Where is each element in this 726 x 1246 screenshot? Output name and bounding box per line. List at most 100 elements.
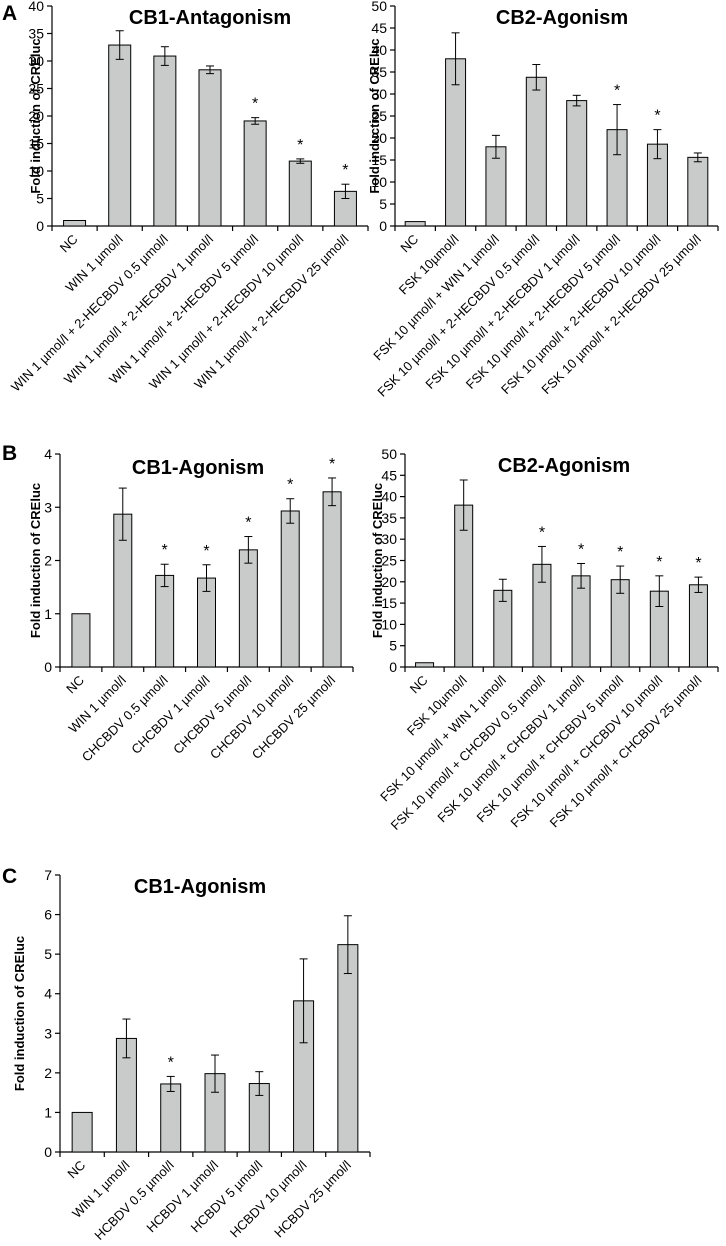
category-label: NC: [57, 232, 81, 256]
charts-layer: CB1-Antagonism Fold induction of CREluc 0 5…: [8, 0, 719, 1243]
chart-2: CB2-Agonism Fold induction of CREluc 0 5 10 1…: [367, 0, 719, 400]
chart-1: CB1-Antagonism Fold induction of CREluc 0 5…: [8, 0, 369, 394]
chart-title: CB1-Agonism: [132, 457, 264, 479]
significance-marker: *: [252, 96, 258, 113]
category-label: NC: [64, 1158, 88, 1182]
y-tick-label: 6: [44, 907, 52, 923]
significance-marker: *: [329, 456, 335, 473]
y-tick-label: 10: [28, 163, 44, 179]
y-axis-label: Fold induction of CREluc: [28, 38, 43, 193]
category-label: HCBDV 0.5 µmol/l: [91, 1157, 176, 1242]
bar: [243, 120, 267, 227]
bar: [337, 944, 359, 1153]
category-label: NC: [397, 232, 421, 256]
y-tick-label: 15: [28, 136, 44, 152]
y-tick-label: 7: [44, 867, 52, 883]
y-tick-label: 4: [44, 446, 52, 462]
y-tick-label: 30: [371, 86, 387, 102]
y-axis-label: Fold induction of CREluc: [370, 483, 385, 638]
bar: [404, 221, 426, 227]
y-tick-label: 3: [44, 1025, 52, 1041]
y-tick-label: 3: [44, 499, 52, 515]
chart-3: CB1-Agonism Fold induction of CREluc 0 1 2 3 4…: [28, 446, 354, 765]
y-tick-label: 0: [379, 218, 387, 234]
y-tick-label: 10: [371, 174, 387, 190]
significance-marker: *: [539, 524, 545, 541]
category-label: NC: [63, 673, 87, 697]
y-tick-label: 4: [44, 986, 52, 1002]
y-axis-label: Fold induction of CREluc: [12, 936, 27, 1091]
chart-title: CB2-Agonism: [496, 7, 628, 29]
y-tick-label: 20: [381, 574, 397, 590]
bar: [688, 584, 708, 668]
panel-letter-c: C: [2, 865, 17, 888]
y-tick-label: 5: [44, 946, 52, 962]
category-label: HCBDV 25 µmol/l: [271, 1157, 354, 1240]
significance-marker: *: [654, 108, 660, 125]
y-tick-label: 25: [381, 553, 397, 569]
y-tick-label: 45: [371, 20, 387, 36]
y-tick-label: 35: [381, 510, 397, 526]
bar: [687, 156, 709, 227]
y-tick-label: 30: [28, 53, 44, 69]
y-tick-label: 1: [44, 1104, 52, 1120]
y-tick-label: 50: [371, 0, 387, 14]
category-label: NC: [407, 673, 431, 697]
y-tick-label: 5: [379, 196, 387, 212]
significance-marker: *: [287, 477, 293, 494]
y-axis-label: Fold induction of CREluc: [28, 483, 43, 638]
significance-marker: *: [203, 543, 209, 560]
y-tick-label: 15: [371, 152, 387, 168]
category-label: CHCBDV 5 µmol/l: [170, 672, 254, 756]
bar: [238, 549, 258, 668]
significance-marker: *: [656, 554, 662, 571]
y-tick-label: 2: [44, 553, 52, 569]
significance-marker: *: [168, 1054, 174, 1071]
y-tick-label: 1: [44, 606, 52, 622]
chart-title: CB1-Agonism: [134, 876, 266, 898]
y-tick-label: 0: [389, 659, 397, 675]
panel-letter-a: A: [2, 2, 17, 25]
y-tick-label: 35: [371, 64, 387, 80]
y-tick-label: 20: [371, 130, 387, 146]
bar: [571, 575, 591, 668]
bar: [322, 491, 342, 668]
significance-marker: *: [617, 544, 623, 561]
y-tick-label: 15: [381, 595, 397, 611]
bar: [198, 69, 222, 227]
chart-title: CB2-Agonism: [498, 455, 630, 477]
y-tick-label: 0: [44, 659, 52, 675]
bar: [566, 100, 588, 227]
significance-marker: *: [614, 83, 620, 100]
y-tick-label: 45: [381, 467, 397, 483]
y-tick-label: 5: [389, 638, 397, 654]
category-label: HCBDV 10 µmol/l: [227, 1157, 310, 1240]
significance-marker: *: [245, 515, 251, 532]
y-tick-label: 40: [28, 0, 44, 14]
y-tick-label: 0: [44, 1144, 52, 1160]
y-tick-label: 50: [381, 446, 397, 462]
chart-4: CB2-Agonism Fold induction of CREluc 0 5 10 1…: [370, 446, 719, 833]
significance-marker: *: [342, 162, 348, 179]
bar: [153, 55, 177, 227]
y-tick-label: 10: [381, 616, 397, 632]
significance-marker: *: [297, 137, 303, 154]
y-tick-label: 35: [28, 26, 44, 42]
bar: [71, 613, 91, 668]
y-tick-label: 40: [371, 42, 387, 58]
panel-letter-b: B: [2, 442, 17, 465]
chart-5: CB1-Agonism Fold induction of CREluc 0 1 2 3 4…: [12, 867, 371, 1243]
y-tick-label: 0: [36, 218, 44, 234]
y-tick-label: 30: [381, 531, 397, 547]
y-tick-label: 5: [36, 191, 44, 207]
y-tick-label: 40: [381, 489, 397, 505]
significance-marker: *: [578, 541, 584, 558]
y-axis-label: Fold induction of CREluc: [367, 38, 382, 193]
chart-title: CB1-Antagonism: [129, 7, 291, 29]
bar: [160, 1083, 182, 1153]
significance-marker: *: [695, 555, 701, 572]
significance-marker: *: [162, 542, 168, 559]
bar: [525, 76, 547, 227]
bar: [288, 160, 312, 227]
